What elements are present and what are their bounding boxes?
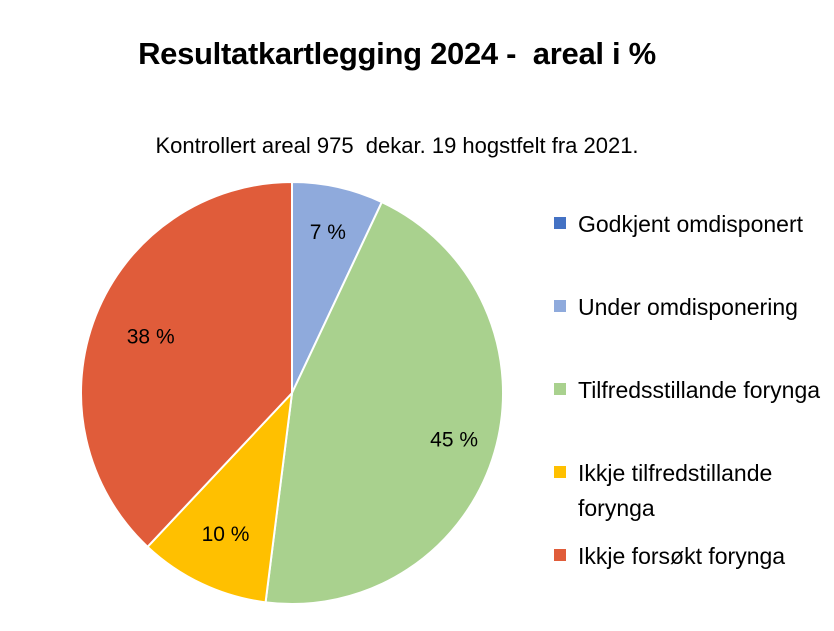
legend-item-tilfredsstillande-forynga: Tilfredsstillande forynga <box>554 373 834 456</box>
legend-swatch <box>554 217 566 229</box>
legend-swatch <box>554 549 566 561</box>
data-label: 45 % <box>430 429 478 452</box>
legend-item-ikkje-tilfredstillande-forynga: Ikkje tilfredstillande forynga <box>554 456 834 539</box>
chart-title: Resultatkartlegging 2024 - areal i % <box>138 36 656 71</box>
legend-label: Tilfredsstillande forynga <box>578 377 821 403</box>
legend-swatch <box>554 383 566 395</box>
data-label: 7 % <box>310 221 346 244</box>
chart-subtitle: Kontrollert areal 975 dekar. 19 hogstfel… <box>155 133 639 158</box>
legend-swatch <box>554 466 566 478</box>
data-label: 38 % <box>127 326 175 349</box>
chart-legend: Godkjent omdisponert Under omdisponering… <box>554 207 834 622</box>
pie-slice-ikkje-tilfredstillande-forynga <box>146 390 294 604</box>
legend-label: Under omdisponering <box>578 294 798 320</box>
legend-item-godkjent-omdisponert: Godkjent omdisponert <box>554 207 834 290</box>
legend-label: Ikkje tilfredstillande forynga <box>578 460 773 521</box>
legend-label: Godkjent omdisponert <box>578 211 804 237</box>
legend-item-ikkje-forsokt-forynga: Ikkje forsøkt forynga <box>554 539 834 622</box>
legend-item-under-omdisponering: Under omdisponering <box>554 290 834 373</box>
pie-slice-ikkje-fors-kt-forynga <box>80 180 293 549</box>
data-label: 10 % <box>202 523 250 546</box>
legend-swatch <box>554 300 566 312</box>
legend-label: Ikkje forsøkt forynga <box>578 543 786 569</box>
pie-slice-tilfredsstillande-forynga <box>264 200 505 605</box>
